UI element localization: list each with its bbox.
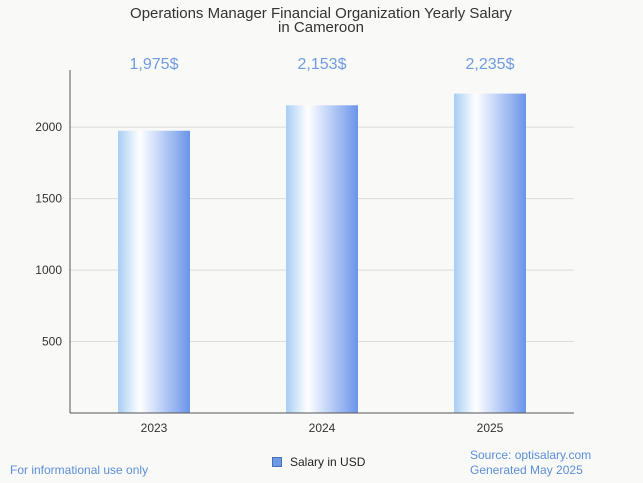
y-tick-label: 1000: [35, 263, 62, 277]
x-tick-label-2023: 2023: [141, 421, 168, 435]
bar-2023: [118, 130, 190, 414]
value-label-2024: 2,153$: [298, 56, 347, 73]
source-text: Source: optisalary.com: [470, 448, 592, 462]
bar-2025: [454, 93, 526, 414]
value-label-2025: 2,235$: [466, 56, 515, 73]
disclaimer-text: For informational use only: [10, 463, 149, 477]
y-tick-label: 2000: [35, 120, 62, 134]
bar-2024: [286, 105, 358, 413]
source-info: Source: optisalary.com Generated May 202…: [470, 448, 591, 478]
chart-legend: Salary in USD: [272, 455, 365, 469]
chart-title-line-2: in Cameroon: [278, 19, 364, 36]
x-tick-label-2025: 2025: [477, 421, 504, 435]
y-tick-label: 1500: [35, 192, 62, 206]
generated-text: Generated May 2025: [470, 463, 583, 477]
y-tick-label: 500: [42, 335, 62, 349]
chart-title-line-1: Operations Manager Financial Organizatio…: [130, 5, 512, 22]
x-tick-label-2024: 2024: [309, 421, 336, 435]
value-label-2023: 1,975$: [130, 56, 179, 73]
legend-label: Salary in USD: [290, 455, 366, 469]
legend-swatch: [272, 457, 282, 467]
